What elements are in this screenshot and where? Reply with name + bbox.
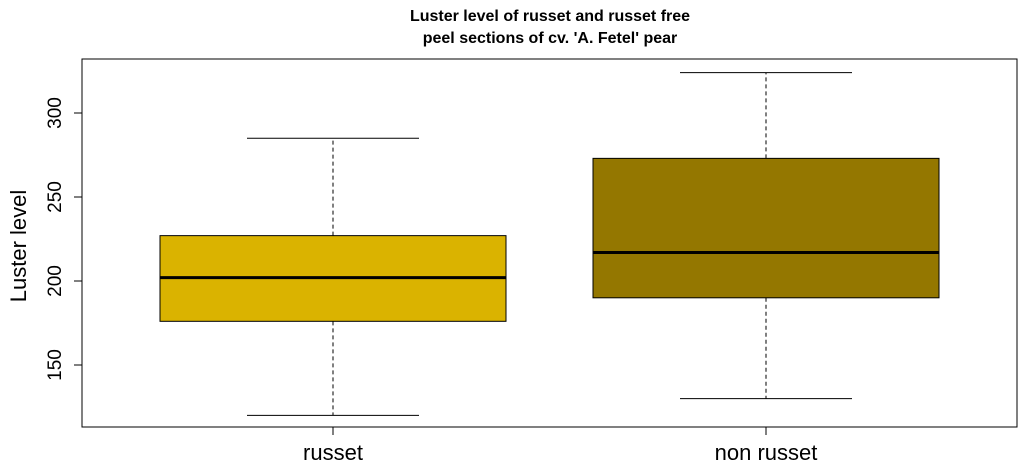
chart-title-line-2: peel sections of cv. 'A. Fetel' pear [423,30,678,47]
boxes-group [159,72,940,416]
y-tick-label-300: 300 [45,97,66,129]
x-tick-label-non-russet: non russet [715,440,818,465]
y-ticks: 150 200 250 300 [45,97,82,381]
x-ticks: russet non russet [303,427,817,465]
box-non-russet [592,157,940,299]
chart-title-line-1: Luster level of russet and russet free [410,8,690,25]
y-tick-label-200: 200 [45,265,66,297]
x-tick-label-russet: russet [303,440,363,465]
y-tick-label-150: 150 [45,349,66,381]
y-axis-title: Luster level [6,190,31,303]
y-tick-label-250: 250 [45,181,66,213]
